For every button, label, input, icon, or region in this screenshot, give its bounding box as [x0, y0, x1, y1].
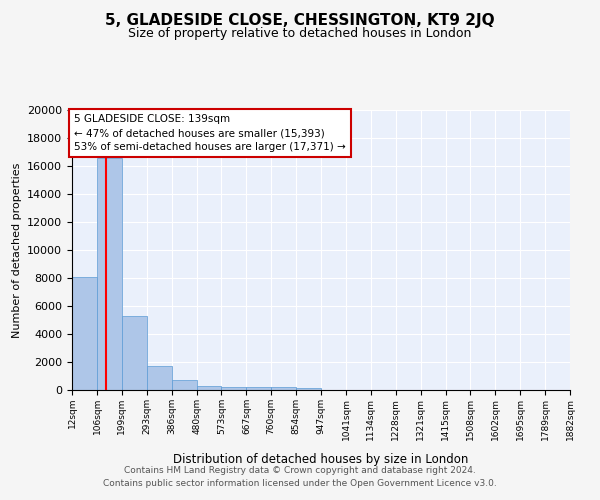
Bar	[147, 366, 172, 390]
Bar	[122, 316, 147, 390]
Bar	[197, 386, 221, 390]
Text: 5, GLADESIDE CLOSE, CHESSINGTON, KT9 2JQ: 5, GLADESIDE CLOSE, CHESSINGTON, KT9 2JQ	[105, 12, 495, 28]
Text: Contains HM Land Registry data © Crown copyright and database right 2024.
Contai: Contains HM Land Registry data © Crown c…	[103, 466, 497, 487]
Bar	[97, 158, 122, 390]
Y-axis label: Number of detached properties: Number of detached properties	[11, 162, 22, 338]
Bar	[247, 387, 271, 390]
Bar	[271, 388, 296, 390]
Text: Size of property relative to detached houses in London: Size of property relative to detached ho…	[128, 28, 472, 40]
Text: Distribution of detached houses by size in London: Distribution of detached houses by size …	[173, 452, 469, 466]
Bar	[221, 387, 247, 390]
Text: 5 GLADESIDE CLOSE: 139sqm
← 47% of detached houses are smaller (15,393)
53% of s: 5 GLADESIDE CLOSE: 139sqm ← 47% of detac…	[74, 114, 346, 152]
Bar	[72, 276, 97, 390]
Bar	[296, 388, 321, 390]
Bar	[172, 380, 197, 390]
